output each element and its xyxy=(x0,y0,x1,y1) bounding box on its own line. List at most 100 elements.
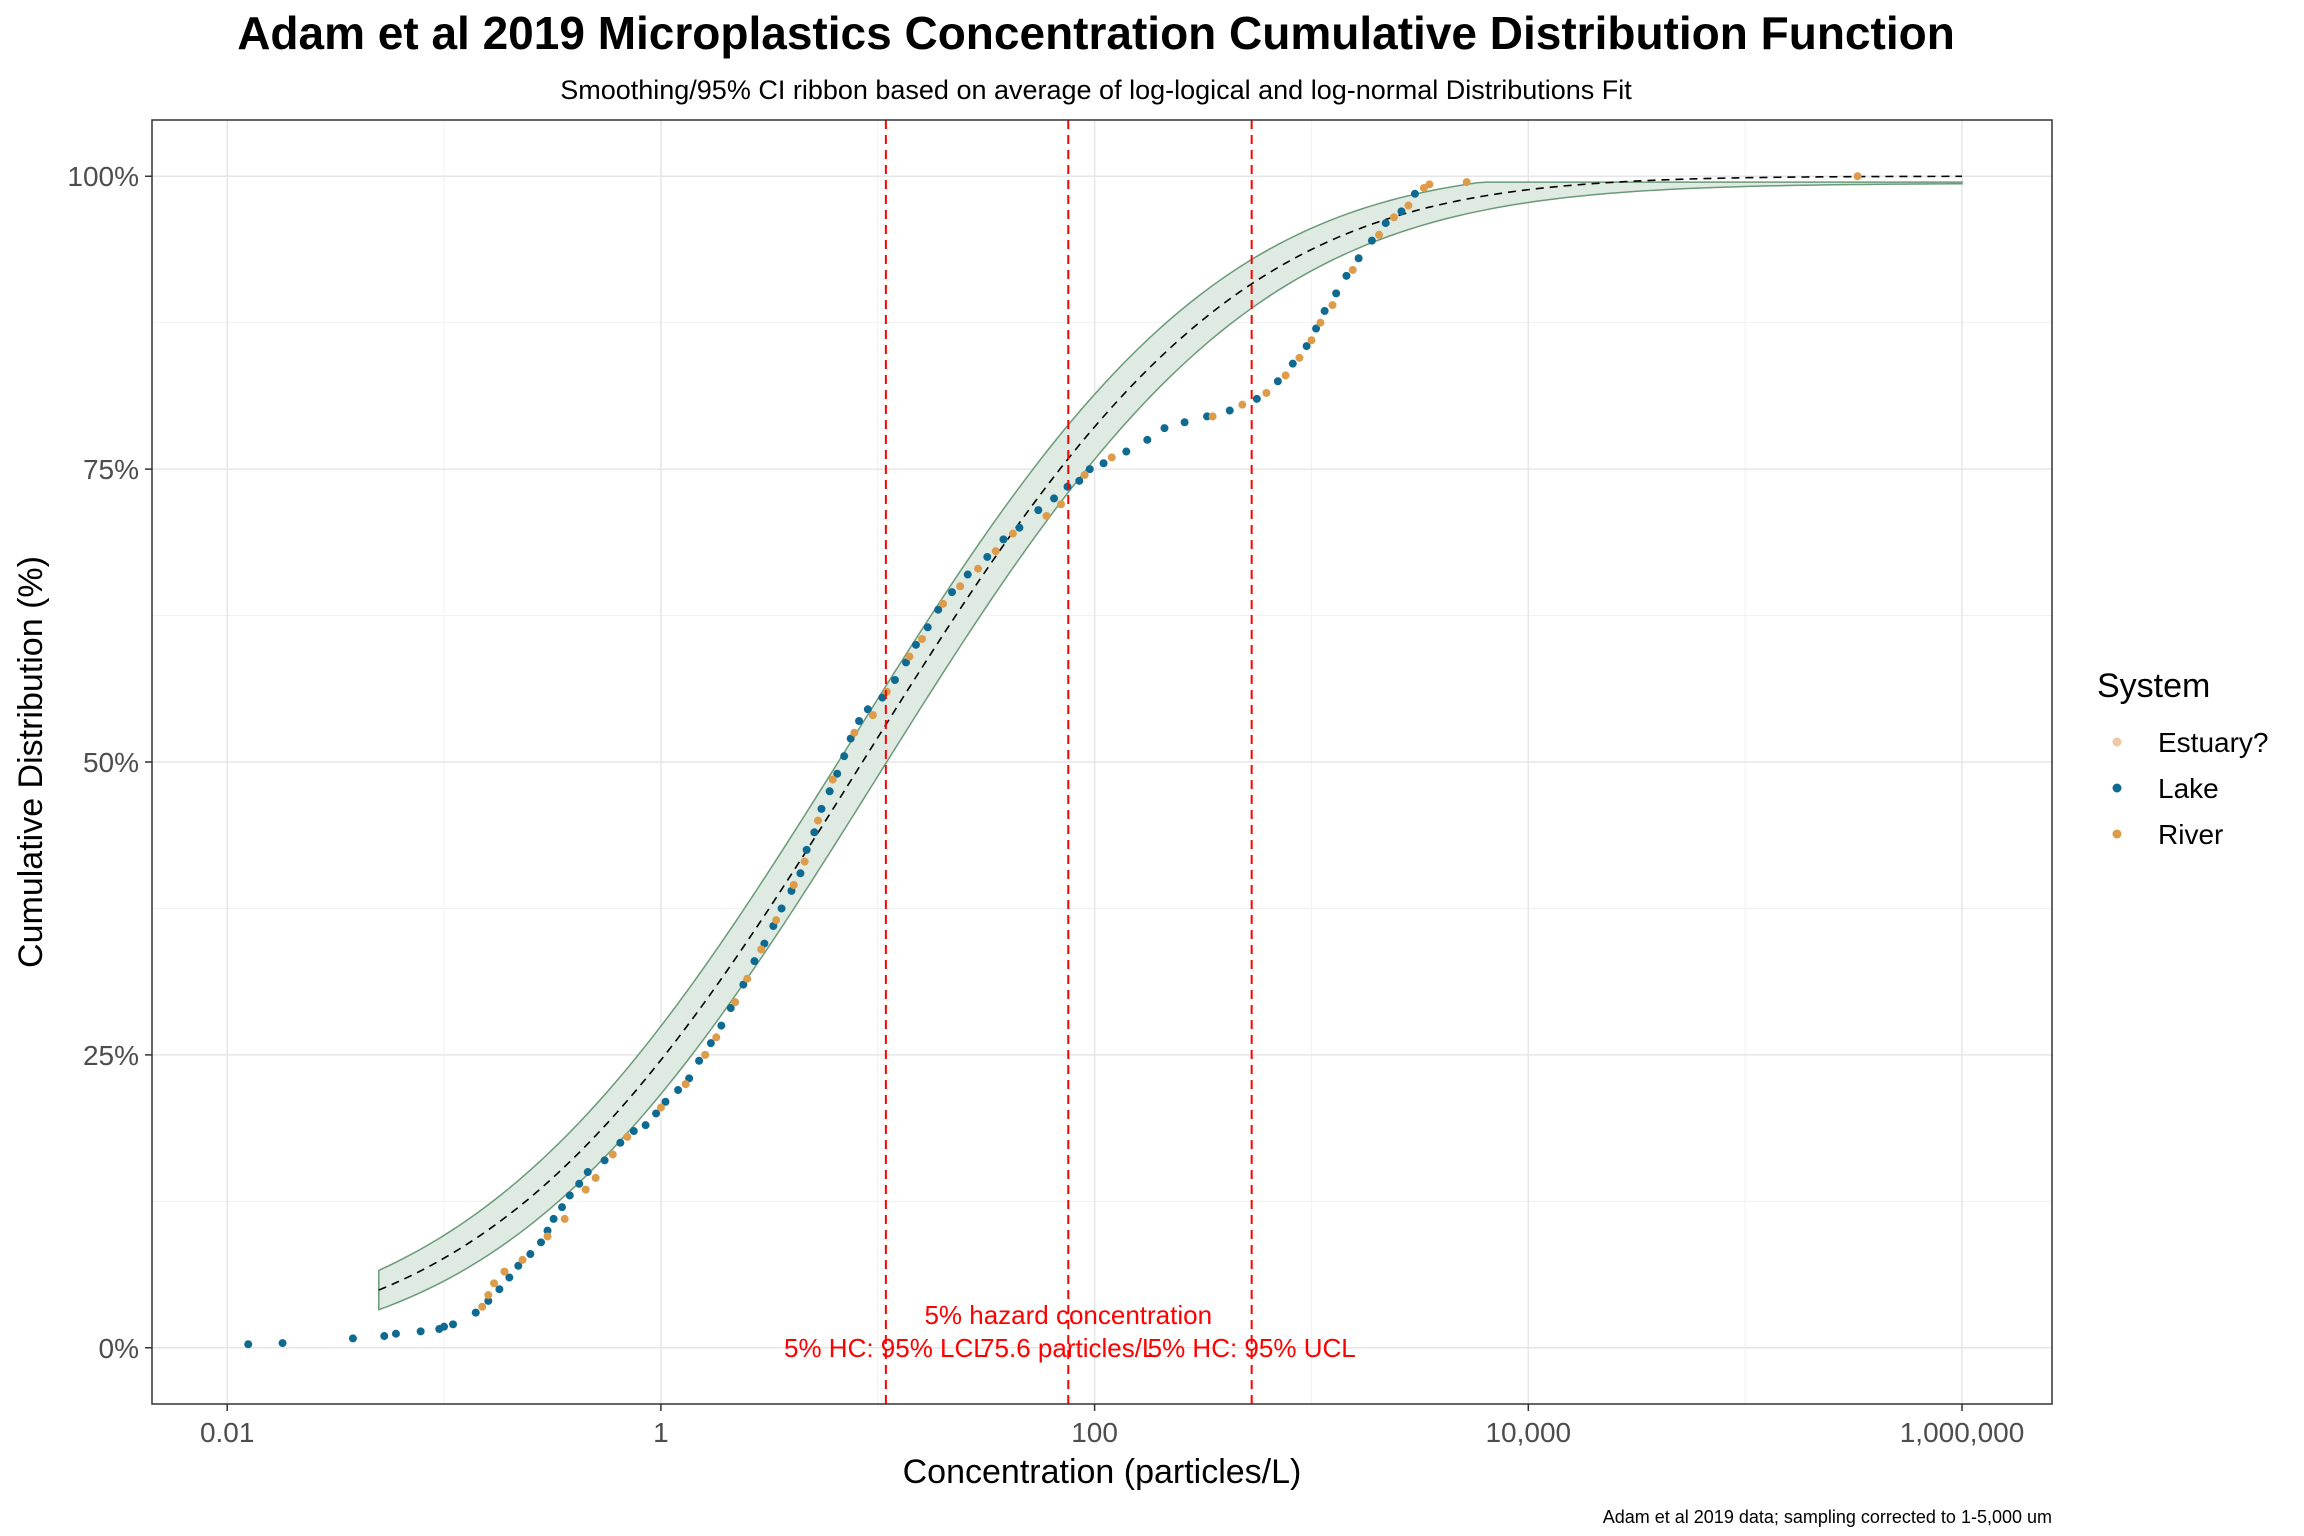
lake-point xyxy=(1015,523,1024,532)
lake-point xyxy=(416,1327,425,1336)
lake-point xyxy=(1410,189,1419,198)
lake-point xyxy=(616,1138,625,1147)
river-point xyxy=(1208,412,1217,421)
river-point xyxy=(1262,388,1271,397)
river-point xyxy=(1057,500,1066,509)
legend-label-river: River xyxy=(2158,819,2223,850)
lake-point xyxy=(484,1296,493,1305)
river-point xyxy=(743,974,752,983)
legend-key-river xyxy=(2112,829,2122,839)
lake-point xyxy=(1034,506,1043,515)
lake-point xyxy=(999,535,1008,544)
legend-key-estuary xyxy=(2112,737,2122,747)
lake-point xyxy=(1252,394,1261,403)
river-point xyxy=(1238,400,1247,409)
lake-point xyxy=(760,939,769,948)
x-axis-title: Concentration (particles/L) xyxy=(903,1453,1302,1491)
lake-point xyxy=(537,1238,546,1247)
lake-point xyxy=(1273,377,1282,386)
river-point xyxy=(1462,178,1471,187)
river-point xyxy=(1328,301,1337,310)
lake-point xyxy=(549,1214,558,1223)
river-point xyxy=(656,1103,665,1112)
lake-point xyxy=(543,1226,552,1235)
lake-point xyxy=(575,1179,584,1188)
x-axis-ticks: 0.01 1 100 10,000 1,000,000 xyxy=(200,1404,2024,1448)
lake-point xyxy=(1342,271,1351,280)
lake-point xyxy=(1099,459,1108,468)
river-point xyxy=(478,1302,487,1311)
annotation-label: 5% hazard concentration xyxy=(924,1300,1212,1330)
river-point xyxy=(772,916,781,925)
lake-point xyxy=(391,1329,400,1338)
y-tick-label: 50% xyxy=(83,747,139,778)
river-point xyxy=(490,1279,499,1288)
lake-point xyxy=(641,1121,650,1130)
lake-point xyxy=(1312,324,1321,333)
river-point xyxy=(828,775,837,784)
chart-subtitle: Smoothing/95% CI ribbon based on average… xyxy=(560,75,1632,105)
river-point xyxy=(1042,511,1051,520)
lake-point xyxy=(449,1320,458,1329)
annotation-label: 5% HC: 95% LCL xyxy=(784,1333,988,1363)
lake-point xyxy=(739,980,748,989)
lake-point xyxy=(878,693,887,702)
river-point xyxy=(623,1132,632,1141)
river-point xyxy=(1281,371,1290,380)
river-point xyxy=(591,1173,600,1182)
river-point xyxy=(974,564,983,573)
lake-point xyxy=(348,1334,357,1343)
chart-caption: Adam et al 2019 data; sampling corrected… xyxy=(1603,1507,2052,1527)
river-point xyxy=(560,1214,569,1223)
lake-point xyxy=(629,1127,638,1136)
river-point xyxy=(1389,213,1398,222)
x-tick-label: 0.01 xyxy=(200,1417,255,1448)
fit-line xyxy=(378,175,1963,1291)
legend-label-lake: Lake xyxy=(2158,773,2219,804)
river-point xyxy=(543,1232,552,1241)
river-point xyxy=(608,1150,617,1159)
river-point xyxy=(789,881,798,890)
lake-point xyxy=(278,1339,287,1348)
legend-items: Estuary? Lake River xyxy=(2112,727,2269,850)
lake-point xyxy=(583,1168,592,1177)
lake-point xyxy=(558,1203,567,1212)
lake-point xyxy=(934,605,943,614)
x-tick-label: 1,000,000 xyxy=(1900,1417,2025,1448)
lake-point xyxy=(863,705,872,714)
river-point xyxy=(1080,470,1089,479)
ci-ribbon xyxy=(378,181,1963,1311)
river-point xyxy=(813,816,822,825)
lake-point xyxy=(802,845,811,854)
river-point xyxy=(956,582,965,591)
x-tick-label: 10,000 xyxy=(1485,1417,1571,1448)
lake-point xyxy=(495,1285,504,1294)
lake-point xyxy=(1050,494,1059,503)
lake-point xyxy=(1332,289,1341,298)
lake-point xyxy=(1075,476,1084,485)
lake-point xyxy=(855,716,864,725)
lake-point xyxy=(1085,465,1094,474)
river-point xyxy=(1307,336,1316,345)
lake-point xyxy=(726,1004,735,1013)
lake-point xyxy=(440,1322,449,1331)
lake-point xyxy=(717,1021,726,1030)
lake-point xyxy=(674,1086,683,1095)
lake-point xyxy=(1367,236,1376,245)
river-point xyxy=(800,857,809,866)
fit-line-layer xyxy=(378,175,1963,1291)
lake-point xyxy=(1122,447,1131,456)
lake-point xyxy=(846,734,855,743)
river-point xyxy=(681,1080,690,1089)
legend-key-lake xyxy=(2112,783,2122,793)
lake-point xyxy=(948,588,957,597)
lake-point xyxy=(1203,412,1212,421)
river-point xyxy=(731,998,740,1007)
lake-point xyxy=(840,752,849,761)
lake-point xyxy=(514,1261,523,1270)
y-tick-label: 25% xyxy=(83,1040,139,1071)
river-point xyxy=(868,711,877,720)
y-axis-title: Cumulative Distribution (%) xyxy=(12,556,50,968)
river-point xyxy=(500,1267,509,1276)
lake-point xyxy=(244,1340,253,1349)
